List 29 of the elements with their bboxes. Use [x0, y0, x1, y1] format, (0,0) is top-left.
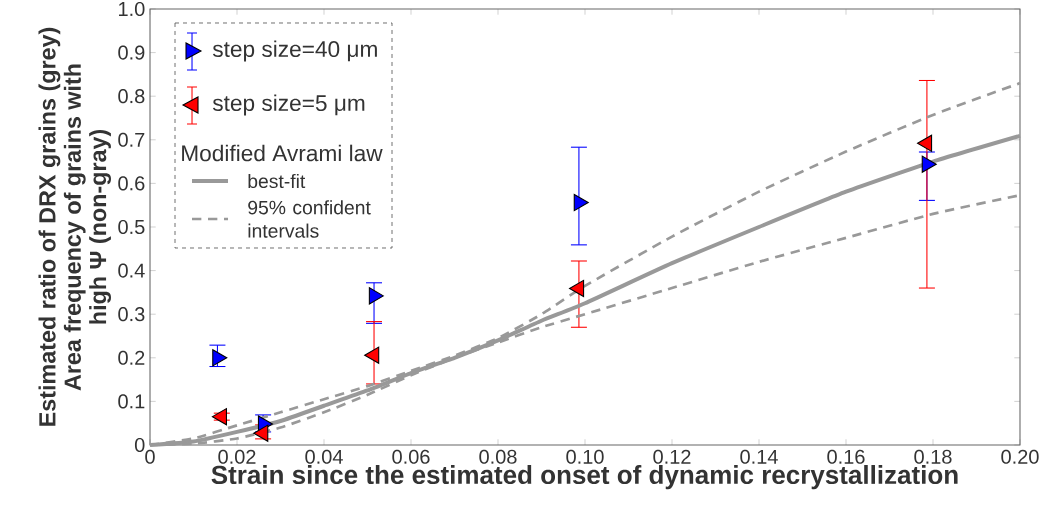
x-tick-label: 0.06	[392, 449, 430, 464]
legend-label: step size=40 μm	[212, 40, 377, 62]
x-tick-label: 0.18	[914, 449, 952, 464]
legend-label: best-fit	[248, 173, 306, 189]
y-tick-label: 0.4	[118, 263, 145, 278]
x-tick-label: 0.08	[479, 449, 517, 464]
y-tick-label: 0.2	[118, 350, 145, 365]
x-tick-label: 0.04	[305, 449, 343, 464]
legend-label: 95% confident intervals	[248, 200, 371, 238]
y-tick-label: 0.7	[118, 132, 145, 147]
x-tick-label: 0.12	[653, 449, 691, 464]
x-tick-label: 0.20	[1001, 449, 1039, 464]
y-tick-label: 1.0	[119, 1, 145, 17]
y-tick-label: 0.8	[118, 89, 145, 104]
x-tick-label: 0.10	[566, 449, 604, 464]
legend-title: Modified Avrami law	[182, 144, 383, 162]
y-tick-label: 0.6	[118, 176, 145, 191]
y-tick-label: 0	[134, 437, 145, 453]
x-tick-label: 0	[145, 449, 155, 464]
legend-label: step size=5 μm	[212, 94, 365, 116]
y-axis-title: Estimated ratio of DRX grains (grey) Area frequency of grains with high Ψ (non-gray)	[38, 27, 111, 426]
y-tick-label: 0.1	[118, 394, 145, 409]
x-tick-label: 0.16	[827, 449, 865, 464]
x-tick-label: 0.02	[218, 449, 256, 464]
y-tick-label: 0.9	[118, 45, 145, 60]
y-tick-label: 0.5	[118, 219, 145, 235]
x-tick-label: 0.14	[740, 449, 778, 464]
x-axis-title: Strain since the estimated onset of dynamic recrystallization	[211, 465, 958, 490]
y-tick-label: 0.3	[118, 307, 145, 322]
